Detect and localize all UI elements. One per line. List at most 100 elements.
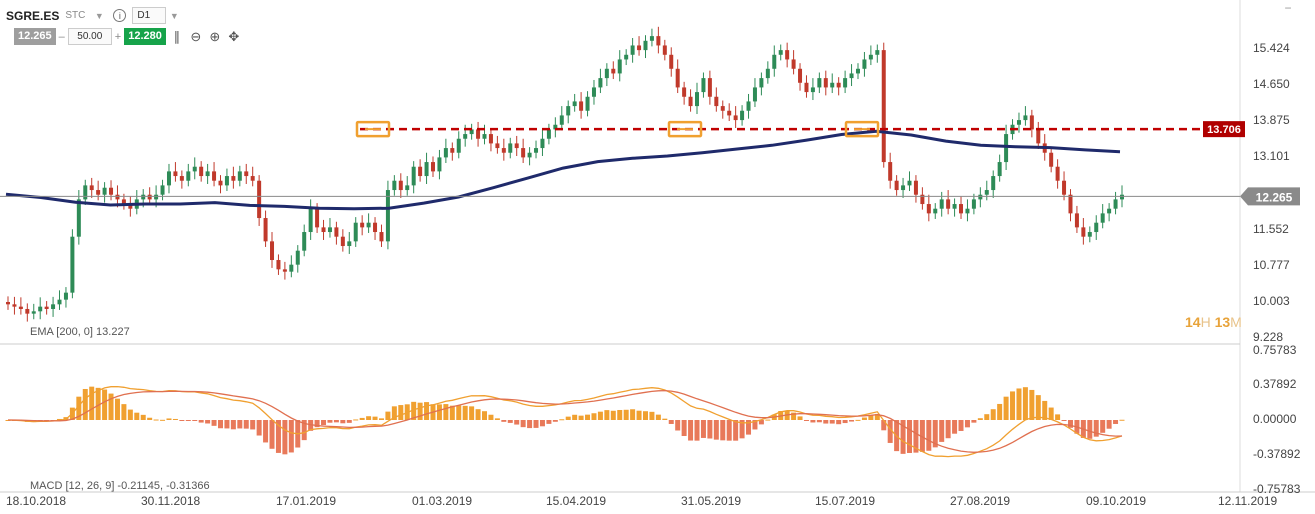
macd-histogram-bar	[411, 401, 417, 420]
macd-histogram-bar	[578, 415, 584, 420]
candle-body	[868, 54, 873, 60]
candle-body	[585, 96, 590, 111]
macd-histogram-bar	[256, 420, 262, 436]
candle-body	[128, 204, 133, 209]
macd-histogram-bar	[700, 420, 706, 438]
candle-body	[51, 304, 56, 309]
candle-body	[70, 236, 75, 293]
macd-histogram-bar	[688, 420, 694, 441]
macd-histogram-bar	[443, 404, 449, 420]
candle-body	[823, 78, 828, 88]
macd-histogram-bar	[752, 420, 758, 430]
candle-body	[192, 166, 197, 172]
zoom-in-icon[interactable]: ⊕	[209, 28, 221, 44]
lot-size-input[interactable]: 50.00	[67, 28, 112, 45]
candle-body	[740, 110, 745, 121]
macd-histogram-bar	[1035, 395, 1041, 420]
macd-histogram-bar	[57, 418, 63, 420]
chevron-down-icon[interactable]: ▼	[169, 10, 179, 21]
candle-body	[1049, 152, 1054, 167]
candle-body	[482, 134, 487, 139]
candle-body	[1062, 180, 1067, 195]
lot-increase-button[interactable]: +	[114, 30, 122, 43]
macd-histogram-bar	[301, 420, 307, 441]
info-icon[interactable]: i	[113, 9, 127, 22]
macd-legend[interactable]: MACD [12, 26, 9] -0.21145, -0.31366	[30, 480, 210, 492]
candle-body	[778, 50, 783, 55]
symbol-name[interactable]: SGRE.ES	[6, 8, 60, 23]
candle-body	[611, 68, 616, 74]
candle-body	[250, 176, 255, 181]
candle-body	[212, 171, 217, 181]
candlestick-icon[interactable]: ∥	[173, 28, 181, 44]
macd-histogram-bar	[591, 413, 597, 420]
candle-body	[302, 232, 307, 251]
candle-body	[913, 180, 918, 195]
macd-histogram-bar	[836, 420, 842, 425]
candle-body	[121, 199, 126, 205]
candle-body	[366, 222, 371, 228]
price-tick: 10.777	[1253, 257, 1290, 272]
candle-body	[933, 208, 938, 214]
macd-histogram-bar	[823, 420, 829, 424]
timeframe-select[interactable]: D1	[132, 7, 167, 24]
date-tick: 15.07.2019	[815, 494, 876, 508]
candle-body	[321, 227, 326, 233]
crosshair-icon[interactable]: ✥	[228, 28, 240, 44]
macd-histogram-bar	[604, 410, 610, 420]
minimize-icon[interactable]: −	[1284, 1, 1292, 15]
candle-body	[476, 129, 481, 139]
macd-histogram-bar	[391, 406, 397, 420]
candle-body	[971, 199, 976, 209]
date-tick: 12.11.2019	[1218, 494, 1278, 508]
candle-body	[257, 180, 262, 219]
candle-body	[939, 199, 944, 209]
chevron-down-icon[interactable]: ▼	[94, 10, 104, 21]
countdown-hours-unit: H	[1200, 314, 1211, 330]
macd-histogram-bar	[758, 420, 764, 425]
candle-body	[340, 236, 345, 247]
macd-histogram-bar	[76, 396, 82, 420]
candle-body	[662, 45, 667, 55]
macd-histogram-bar	[797, 416, 803, 420]
candle-body	[237, 171, 242, 181]
macd-histogram-bar	[488, 414, 494, 420]
macd-histogram-bar	[623, 409, 629, 420]
lot-decrease-button[interactable]: –	[58, 30, 65, 43]
candle-body	[1004, 134, 1009, 163]
macd-histogram-bar	[224, 420, 230, 429]
macd-histogram-bar	[89, 386, 95, 420]
candle-body	[469, 129, 474, 135]
macd-histogram-bar	[359, 417, 365, 420]
macd-histogram-bar	[1061, 420, 1067, 421]
macd-tick: -0.75783	[1253, 482, 1301, 496]
ema-legend[interactable]: EMA [200, 0] 13.227	[30, 326, 130, 338]
alert-marker	[844, 120, 880, 138]
macd-histogram-bar	[140, 414, 146, 420]
candle-body	[173, 171, 178, 177]
bid-price[interactable]: 12.265	[14, 28, 56, 45]
candle-body	[534, 148, 539, 153]
macd-histogram-bar	[945, 420, 951, 439]
countdown-hours: 14	[1185, 314, 1201, 330]
candle-body	[437, 157, 442, 172]
candle-body	[205, 171, 210, 177]
candle-body	[179, 176, 184, 181]
macd-histogram-bar	[1093, 420, 1099, 437]
candle-body	[289, 264, 294, 272]
macd-histogram-bar	[308, 420, 314, 431]
ask-price[interactable]: 12.280	[124, 28, 166, 45]
macd-histogram-bar	[1016, 388, 1022, 420]
macd-histogram-bar	[482, 411, 488, 420]
macd-histogram-bar	[417, 402, 423, 420]
price-tick: 10.003	[1253, 293, 1290, 308]
macd-histogram-bar	[1003, 396, 1009, 420]
zoom-out-icon[interactable]: ⊖	[190, 28, 202, 44]
macd-histogram-bar	[185, 420, 191, 421]
macd-histogram-bar	[95, 387, 101, 420]
candle-body	[25, 308, 30, 314]
countdown-minutes: 13	[1214, 314, 1231, 330]
price-tick: 13.875	[1253, 113, 1290, 128]
price-tick: 15.424	[1253, 41, 1290, 55]
